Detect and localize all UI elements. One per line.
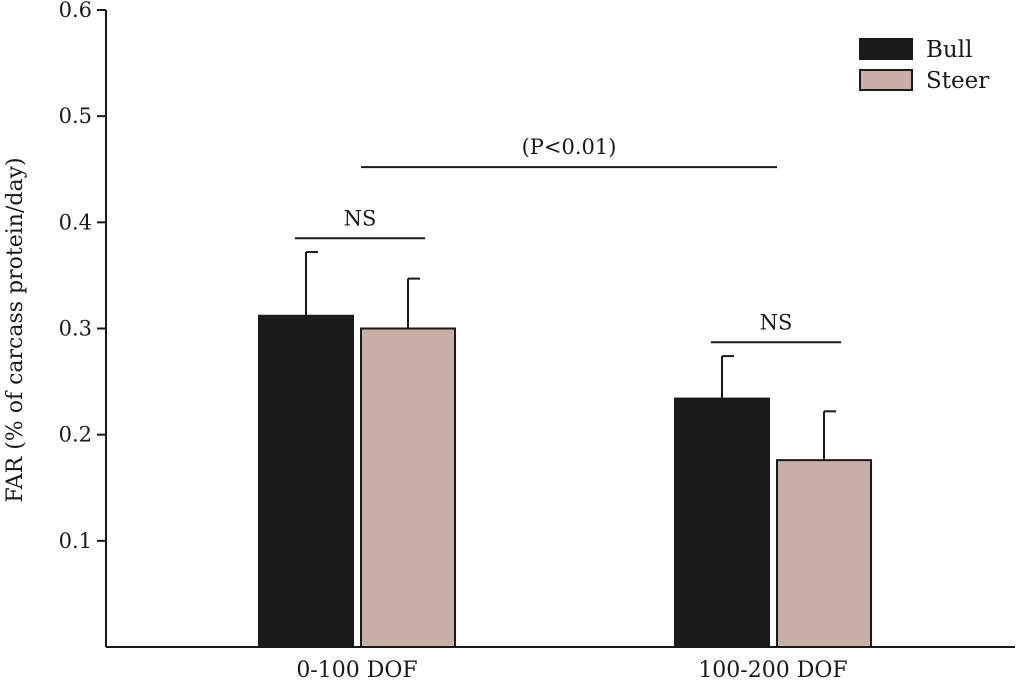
y-tick-label: 0.2 bbox=[59, 423, 92, 447]
significance-label: (P<0.01) bbox=[522, 135, 617, 159]
bars bbox=[258, 314, 872, 648]
bar-steer-1 bbox=[360, 327, 456, 648]
x-tick-label: 100-200 DOF bbox=[698, 658, 847, 683]
x-tick-label: 0-100 DOF bbox=[296, 658, 417, 683]
significance-label: NS bbox=[760, 310, 793, 334]
error-bars bbox=[305, 251, 836, 461]
legend-label-steer: Steer bbox=[926, 68, 989, 94]
legend-swatch-steer bbox=[859, 69, 913, 91]
axes bbox=[105, 10, 1015, 648]
y-tick-label: 0.4 bbox=[59, 210, 92, 234]
significance-label: NS bbox=[344, 206, 377, 230]
bar-bull-2 bbox=[674, 397, 770, 648]
y-tick-label: 0.5 bbox=[59, 104, 92, 128]
y-tick-label: 0.3 bbox=[59, 317, 92, 341]
bar-steer-2 bbox=[776, 459, 872, 648]
bar-bull-1 bbox=[258, 314, 354, 648]
legend-label-bull: Bull bbox=[926, 37, 972, 63]
category-labels: 0-100 DOF 100-200 DOF bbox=[296, 658, 847, 683]
annotations: NS NS (P<0.01) bbox=[295, 135, 841, 344]
y-ticks: 0.1 0.2 0.3 0.4 0.5 0.6 bbox=[59, 0, 106, 553]
y-tick-label: 0.1 bbox=[59, 529, 92, 553]
y-tick-label: 0.6 bbox=[59, 0, 92, 22]
y-axis-title: FAR (% of carcass protein/day) bbox=[3, 157, 28, 502]
legend-swatch-bull bbox=[859, 38, 913, 60]
legend: Bull Steer bbox=[859, 37, 989, 94]
